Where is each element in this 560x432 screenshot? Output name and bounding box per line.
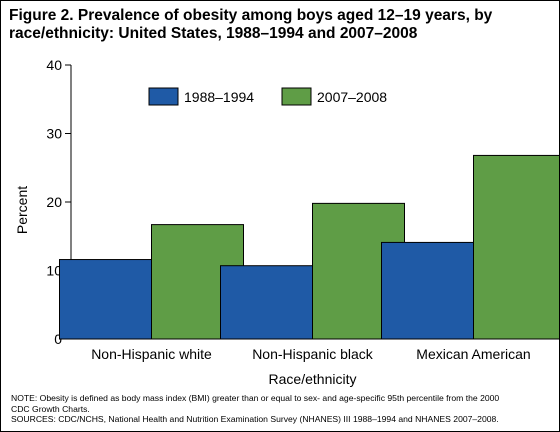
legend-label-1: 1988–1994 (184, 89, 254, 105)
x-axis-title: Race/ethnicity (269, 371, 357, 387)
y-tick-label: 0 (54, 331, 62, 347)
note-line-1: NOTE: Obesity is defined as body mass in… (11, 393, 500, 403)
figure-notes: NOTE: Obesity is defined as body mass in… (11, 393, 556, 425)
figure-title: Figure 2. Prevalence of obesity among bo… (9, 7, 493, 42)
note-line-2: CDC Growth Charts. (11, 403, 90, 414)
y-tick-label: 10 (46, 263, 62, 279)
bar-series1-0 (59, 259, 152, 340)
y-tick-label: 20 (46, 194, 62, 210)
bar-series2-2 (473, 154, 559, 340)
sources-line: SOURCES: CDC/NCHS, National Health and N… (11, 414, 499, 424)
legend-swatch-1 (148, 87, 179, 106)
x-tick-label: Mexican American (416, 346, 530, 362)
bar-series1-2 (381, 241, 474, 340)
y-axis-title: Percent (14, 186, 30, 234)
legend-swatch-2 (281, 87, 312, 106)
x-tick-label: Non-Hispanic white (91, 346, 212, 362)
legend-label-2: 2007–2008 (317, 89, 387, 105)
y-tick-label: 40 (46, 57, 62, 73)
y-tick-label: 30 (46, 126, 62, 142)
x-tick-label: Non-Hispanic black (252, 346, 374, 362)
bar-series1-1 (220, 265, 313, 340)
